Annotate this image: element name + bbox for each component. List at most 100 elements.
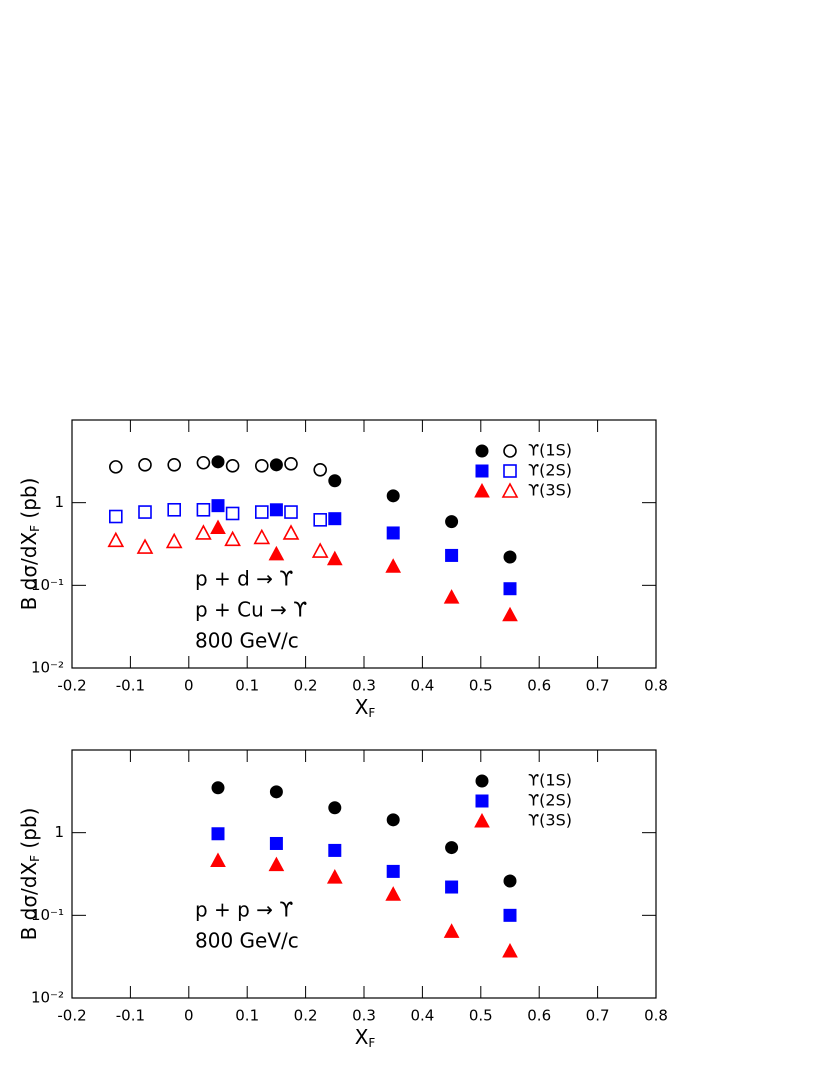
data-point: [196, 455, 211, 470]
data-point: [210, 852, 226, 868]
legend-label: ϒ(1S): [528, 771, 572, 790]
data-point: [313, 462, 328, 477]
x-tick-label: -0.2: [57, 677, 86, 695]
x-axis-title-main: X: [355, 695, 369, 719]
data-point: [443, 923, 460, 938]
y-tick-label: 10⁻¹: [31, 906, 64, 924]
data-point: [109, 509, 123, 524]
legend-marker: [474, 812, 490, 828]
data-point: [326, 550, 343, 566]
x-tick-label: 0.6: [527, 677, 551, 695]
data-point: [224, 530, 241, 547]
data-point: [269, 503, 283, 517]
x-tick-label: 0.7: [586, 1007, 610, 1025]
data-point: [443, 589, 460, 604]
annotation: 800 GeV/c: [195, 629, 299, 653]
x-tick-label: -0.1: [116, 677, 145, 695]
x-tick-label: 0.8: [644, 677, 668, 695]
data-point: [503, 908, 517, 922]
legend-label: ϒ(3S): [528, 811, 572, 830]
data-point: [503, 874, 517, 888]
data-point: [445, 841, 459, 855]
annotation: p + p → ϒ: [195, 898, 293, 922]
legend-marker: [475, 464, 489, 478]
x-tick-label: 0.3: [352, 1007, 376, 1025]
annotation: 800 GeV/c: [195, 929, 299, 953]
data-point: [503, 582, 517, 596]
x-tick-label: 0.7: [586, 677, 610, 695]
data-point: [211, 827, 225, 841]
data-point: [138, 458, 152, 472]
annotation: p + Cu → ϒ: [195, 598, 307, 622]
data-point: [268, 856, 285, 872]
data-point: [269, 836, 283, 850]
y-axis-title-main: B dσ/dX: [17, 532, 41, 611]
legend-marker: [501, 482, 519, 498]
annotation: p + d → ϒ: [195, 567, 293, 591]
data-point: [282, 524, 300, 540]
x-axis-title-sub: F: [368, 706, 375, 720]
x-tick-label: 0.2: [294, 677, 318, 695]
data-point: [386, 489, 400, 503]
legend-label: ϒ(3S): [528, 481, 572, 500]
y-tick-label: 10⁻¹: [31, 576, 64, 594]
y-tick-label: 1: [54, 823, 64, 841]
data-point: [326, 869, 343, 884]
data-point: [284, 457, 298, 471]
legend-marker: [503, 464, 517, 478]
legend-marker: [475, 794, 489, 808]
x-tick-label: 0.1: [235, 677, 259, 695]
data-point: [328, 474, 342, 488]
x-tick-label: 0: [184, 1007, 194, 1025]
x-tick-label: 0.5: [469, 1007, 493, 1025]
y-tick-label: 1: [54, 493, 64, 511]
legend-marker: [475, 444, 489, 458]
x-tick-label: 0.2: [294, 1007, 318, 1025]
data-point: [269, 458, 283, 472]
y-axis-title-end: (pb): [17, 808, 41, 855]
data-point: [502, 942, 518, 958]
data-point: [386, 813, 400, 827]
data-point: [136, 538, 154, 554]
legend-label: ϒ(2S): [528, 791, 572, 810]
data-point: [107, 531, 125, 548]
data-point: [328, 843, 342, 857]
data-point: [211, 781, 225, 795]
y-tick-label: 10⁻²: [31, 989, 64, 1007]
legend-label: ϒ(1S): [528, 441, 572, 460]
y-axis-title: B dσ/dXF (pb): [17, 478, 42, 611]
y-axis-title: B dσ/dXF (pb): [17, 808, 42, 941]
legend-marker: [475, 774, 489, 788]
data-point: [165, 532, 183, 549]
data-point: [225, 459, 240, 473]
y-axis-title-end: (pb): [17, 478, 41, 525]
data-point: [195, 524, 212, 540]
data-point: [311, 542, 329, 558]
data-point: [328, 801, 342, 815]
data-point: [284, 505, 298, 519]
x-tick-label: 0.4: [410, 1007, 434, 1025]
x-axis-title: XF: [355, 1025, 376, 1050]
x-axis-title-main: X: [355, 1025, 369, 1049]
data-point: [167, 502, 181, 517]
data-point: [211, 499, 225, 513]
legend-label: ϒ(2S): [528, 461, 572, 480]
data-point: [385, 886, 402, 901]
data-point: [109, 460, 123, 474]
y-axis-title-sub: F: [28, 855, 42, 862]
x-tick-label: -0.2: [57, 1007, 86, 1025]
data-point: [269, 785, 283, 799]
x-tick-label: 0.6: [527, 1007, 551, 1025]
data-point: [211, 455, 225, 469]
data-point: [502, 606, 518, 622]
data-point: [386, 864, 400, 878]
y-axis-title-main: B dσ/dX: [17, 862, 41, 941]
data-point: [386, 526, 400, 540]
x-tick-label: 0.3: [352, 677, 376, 695]
x-axis-title-sub: F: [368, 1036, 375, 1050]
data-point: [255, 505, 269, 519]
data-point: [445, 515, 459, 529]
x-tick-label: 0.1: [235, 1007, 259, 1025]
